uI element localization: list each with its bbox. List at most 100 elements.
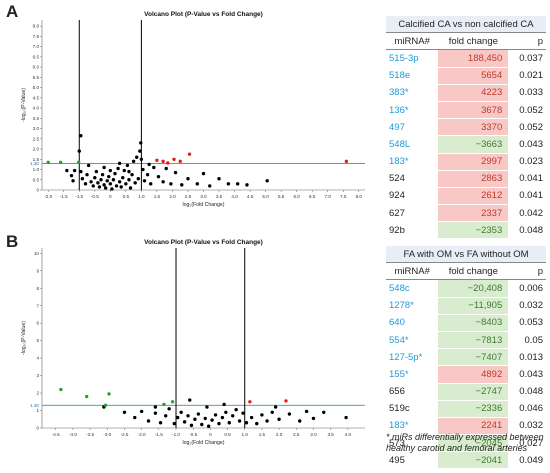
data-point bbox=[217, 177, 221, 181]
data-point bbox=[117, 161, 122, 166]
x-tick-label: 3.0 bbox=[310, 432, 317, 437]
data-point bbox=[71, 179, 75, 183]
data-point bbox=[205, 405, 209, 409]
data-point bbox=[79, 169, 83, 174]
fold-change-value: 4892 bbox=[438, 365, 509, 384]
footnote: * miRs differentially expressed between … bbox=[386, 432, 544, 453]
x-tick-label: 0.5 bbox=[224, 432, 231, 437]
data-point bbox=[102, 183, 106, 187]
mirna-name: 127-5p* bbox=[386, 348, 439, 367]
fold-change-value: 5654 bbox=[438, 67, 509, 85]
data-point bbox=[105, 179, 109, 183]
data-point bbox=[255, 421, 259, 426]
data-point bbox=[145, 172, 150, 177]
data-point bbox=[287, 412, 292, 416]
data-point bbox=[131, 159, 136, 164]
table-row: 640 −8403 0.053 bbox=[386, 314, 546, 332]
data-point bbox=[270, 410, 274, 414]
p-value: 0.048 bbox=[508, 383, 546, 401]
data-point bbox=[224, 410, 228, 414]
data-point bbox=[86, 163, 91, 168]
p-value: 0.053 bbox=[508, 314, 546, 332]
data-point bbox=[122, 168, 127, 173]
table-row: 627 2337 0.042 bbox=[386, 204, 546, 223]
data-point bbox=[176, 415, 180, 420]
table-row: 92b −2353 0.048 bbox=[386, 221, 546, 240]
x-tick-label: 2.0 bbox=[169, 194, 176, 199]
data-point bbox=[277, 417, 281, 421]
data-point bbox=[96, 181, 100, 185]
y-tick-label: 0.5 bbox=[33, 177, 40, 182]
data-point bbox=[114, 184, 119, 188]
panel-letter-a: A bbox=[6, 2, 19, 21]
x-axis-label: log₂(Fold Change) bbox=[182, 440, 224, 446]
x-tick-label: 1.0 bbox=[242, 432, 249, 437]
y-tick-label: 7.5 bbox=[33, 34, 40, 39]
data-point bbox=[97, 185, 102, 189]
x-tick-label: 0 bbox=[209, 432, 212, 437]
table-row: 497 3370 0.052 bbox=[386, 118, 546, 137]
down-regulated-point bbox=[76, 160, 81, 165]
mirna-name: 518e bbox=[386, 67, 439, 85]
x-tick-label: 2.5 bbox=[185, 194, 192, 199]
x-tick-label: 3.5 bbox=[327, 432, 334, 437]
table-row: 183* 2241 0.032 bbox=[386, 417, 546, 436]
down-regulated-point bbox=[103, 403, 108, 407]
mirna-name: 92b bbox=[386, 221, 439, 240]
data-point bbox=[121, 176, 125, 180]
x-tick-label: -4.5 bbox=[52, 432, 60, 437]
data-point bbox=[103, 186, 108, 190]
x-tick-label: 7.5 bbox=[340, 194, 347, 199]
x-tick-label: 4.0 bbox=[231, 194, 238, 199]
data-point bbox=[146, 419, 151, 423]
data-point bbox=[94, 169, 99, 174]
table-row: 554* −7813 0.05 bbox=[386, 331, 546, 350]
data-point bbox=[182, 420, 187, 424]
table-row: 656 −2747 0.048 bbox=[386, 383, 546, 401]
y-tick-label: 6.0 bbox=[33, 65, 40, 70]
table-row: 573 −2045 0.027 bbox=[386, 434, 546, 453]
data-point bbox=[158, 421, 163, 425]
data-point bbox=[167, 407, 171, 411]
x-tick-label: 1.5 bbox=[259, 432, 266, 437]
data-point bbox=[179, 410, 183, 414]
y-tick-label: 8 bbox=[36, 286, 39, 291]
y-tick-label: 8.0 bbox=[33, 24, 40, 29]
y-tick-label: 7.0 bbox=[33, 44, 40, 49]
data-point bbox=[122, 410, 127, 414]
x-tick-label: -2.0 bbox=[44, 194, 52, 199]
up-regulated-point bbox=[166, 161, 170, 165]
x-tick-label: 0.5 bbox=[123, 194, 130, 199]
data-point bbox=[322, 410, 326, 414]
fold-change-value: 2241 bbox=[438, 417, 509, 436]
data-point bbox=[139, 157, 144, 161]
data-point bbox=[108, 182, 113, 186]
data-point bbox=[206, 424, 211, 428]
data-point bbox=[203, 416, 207, 421]
p-value: 0.049 bbox=[508, 451, 546, 470]
data-point bbox=[83, 182, 88, 186]
x-tick-label: -2.5 bbox=[121, 432, 129, 437]
data-point bbox=[311, 416, 316, 421]
up-regulated-point bbox=[172, 157, 176, 161]
fold-change-value: 188,450 bbox=[438, 49, 509, 68]
data-point bbox=[241, 411, 245, 415]
y-tick-label: 7 bbox=[36, 303, 39, 308]
up-regulated-point bbox=[284, 399, 288, 403]
data-point bbox=[164, 166, 168, 171]
data-point bbox=[102, 165, 106, 170]
down-regulated-point bbox=[170, 400, 175, 404]
x-axis-label: log₂(Fold Change) bbox=[182, 202, 224, 208]
up-regulated-point bbox=[344, 159, 349, 164]
data-point bbox=[153, 405, 158, 409]
data-point bbox=[89, 180, 93, 184]
fold-change-value: −20,408 bbox=[438, 279, 509, 298]
mirna-name: 519c bbox=[386, 400, 439, 418]
p-value: 0.023 bbox=[508, 153, 546, 171]
x-tick-label: -0.5 bbox=[91, 194, 99, 199]
p-value: 0.006 bbox=[508, 279, 546, 298]
data-point bbox=[231, 414, 235, 418]
x-tick-label: 3.0 bbox=[200, 194, 207, 199]
mirna-name: 627 bbox=[386, 204, 439, 223]
fold-change-value: −8403 bbox=[438, 314, 509, 332]
